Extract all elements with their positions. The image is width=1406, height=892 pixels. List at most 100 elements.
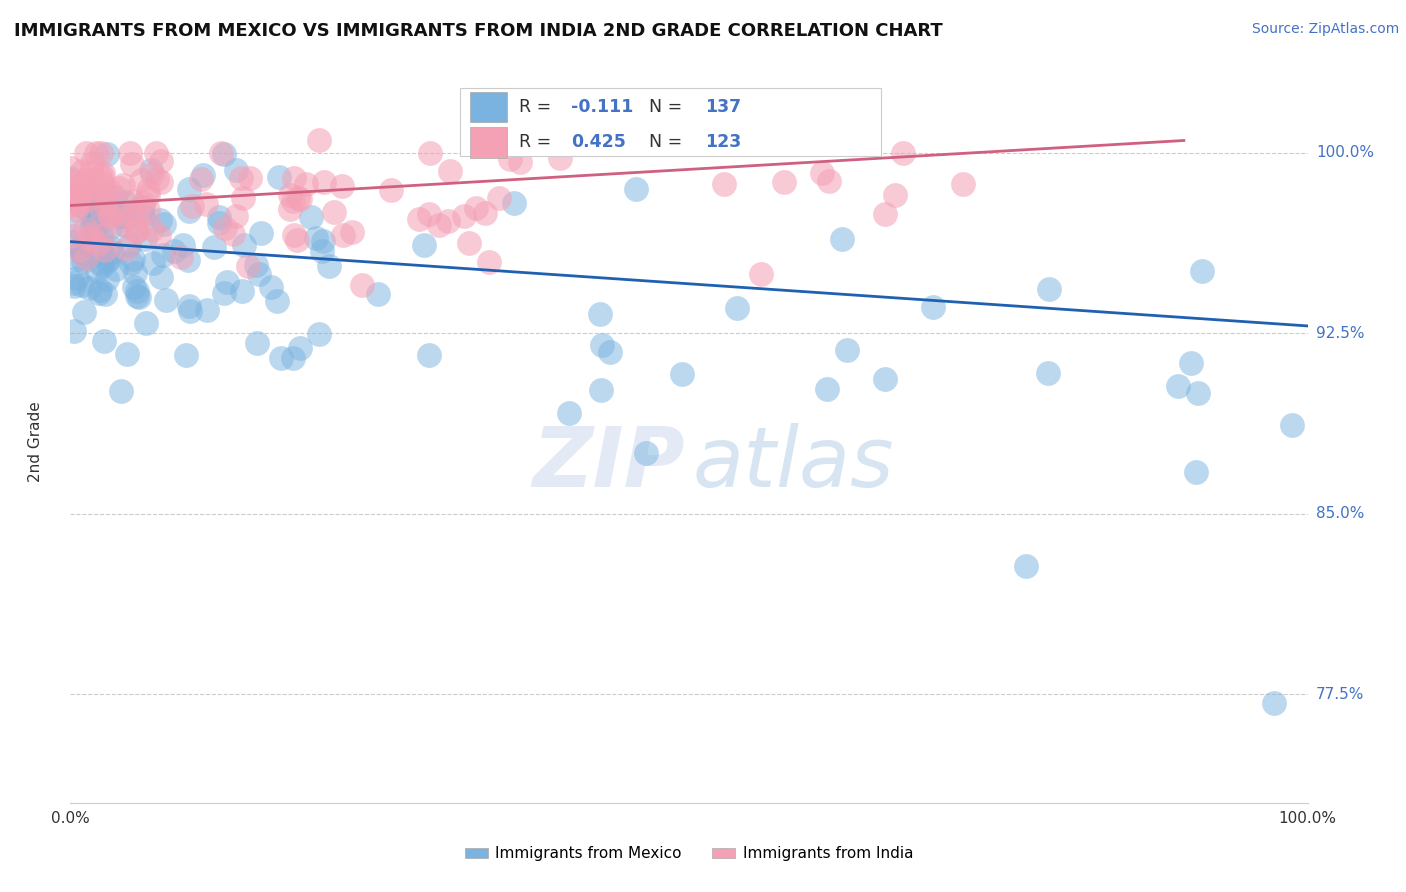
Point bbox=[90, 177, 112, 191]
Text: 2nd Grade: 2nd Grade bbox=[28, 401, 44, 482]
Point bbox=[474, 206, 496, 220]
Point bbox=[194, 197, 217, 211]
Point bbox=[98, 221, 121, 235]
Point bbox=[439, 164, 461, 178]
Point bbox=[312, 175, 335, 189]
Point bbox=[1187, 386, 1209, 401]
Text: atlas: atlas bbox=[693, 423, 894, 504]
Point bbox=[589, 307, 612, 321]
Point bbox=[63, 278, 86, 293]
Point bbox=[150, 153, 173, 168]
Point bbox=[478, 254, 501, 268]
Text: 92.5%: 92.5% bbox=[1316, 326, 1364, 341]
Point bbox=[110, 218, 132, 232]
Point bbox=[84, 145, 107, 160]
Point bbox=[80, 166, 103, 180]
Point bbox=[128, 290, 150, 304]
Point bbox=[90, 228, 112, 243]
Point bbox=[86, 220, 108, 235]
Point bbox=[247, 267, 270, 281]
Point bbox=[72, 304, 94, 318]
Point bbox=[76, 171, 98, 186]
Point bbox=[342, 225, 364, 239]
Point bbox=[225, 209, 247, 223]
Point bbox=[179, 303, 201, 318]
Point bbox=[142, 256, 165, 270]
Point bbox=[177, 181, 200, 195]
Point bbox=[155, 293, 177, 308]
Point bbox=[599, 344, 621, 359]
Point bbox=[66, 252, 89, 266]
Point bbox=[408, 211, 430, 226]
Point bbox=[121, 194, 143, 208]
Point bbox=[145, 145, 167, 160]
Point bbox=[418, 348, 440, 362]
Point bbox=[305, 231, 328, 245]
Point bbox=[76, 185, 98, 199]
Point bbox=[280, 202, 302, 216]
Point bbox=[67, 243, 90, 257]
Point bbox=[818, 174, 841, 188]
Point bbox=[773, 175, 796, 189]
Point bbox=[681, 133, 703, 147]
Point bbox=[214, 147, 236, 161]
Point bbox=[891, 145, 914, 160]
Point bbox=[129, 173, 152, 187]
Point bbox=[149, 175, 172, 189]
Point bbox=[75, 252, 97, 266]
Point bbox=[232, 192, 254, 206]
Point bbox=[749, 268, 772, 282]
Point bbox=[75, 186, 97, 201]
Point bbox=[1038, 282, 1060, 296]
Point bbox=[72, 175, 94, 189]
Point bbox=[239, 171, 262, 186]
Point bbox=[76, 194, 98, 208]
Point bbox=[127, 223, 149, 237]
FancyBboxPatch shape bbox=[460, 87, 880, 156]
Point bbox=[67, 196, 90, 211]
Point bbox=[202, 240, 225, 254]
Point bbox=[127, 289, 149, 303]
Point bbox=[245, 259, 267, 273]
Point bbox=[634, 445, 657, 459]
Point bbox=[141, 167, 163, 181]
Point bbox=[91, 169, 114, 184]
Point bbox=[283, 170, 305, 185]
Point bbox=[172, 238, 194, 252]
Point bbox=[82, 155, 104, 169]
Point bbox=[89, 202, 111, 217]
Point bbox=[225, 163, 247, 178]
Point bbox=[589, 383, 612, 397]
Point bbox=[134, 232, 156, 246]
Point bbox=[91, 259, 114, 273]
Point bbox=[148, 228, 170, 243]
Point bbox=[87, 286, 110, 301]
Point bbox=[873, 372, 896, 386]
Point bbox=[66, 271, 89, 285]
Point bbox=[285, 233, 308, 247]
Text: ZIP: ZIP bbox=[533, 423, 685, 504]
Point bbox=[624, 182, 647, 196]
Point bbox=[59, 174, 82, 188]
Point bbox=[311, 244, 333, 258]
Point bbox=[419, 145, 441, 160]
Text: 137: 137 bbox=[704, 98, 741, 116]
Point bbox=[127, 209, 149, 223]
Point bbox=[125, 223, 148, 237]
Point bbox=[332, 228, 354, 243]
Point bbox=[93, 202, 115, 217]
Point bbox=[67, 198, 90, 212]
Point bbox=[90, 229, 112, 244]
Point bbox=[330, 178, 353, 193]
Point bbox=[97, 208, 120, 222]
Point bbox=[114, 195, 136, 210]
Point bbox=[548, 151, 571, 165]
Text: IMMIGRANTS FROM MEXICO VS IMMIGRANTS FROM INDIA 2ND GRADE CORRELATION CHART: IMMIGRANTS FROM MEXICO VS IMMIGRANTS FRO… bbox=[14, 22, 943, 40]
Point bbox=[180, 199, 202, 213]
Text: 100.0%: 100.0% bbox=[1316, 145, 1374, 160]
Point bbox=[69, 186, 91, 201]
Point bbox=[122, 252, 145, 267]
Point bbox=[152, 248, 174, 262]
Point bbox=[62, 198, 84, 212]
Point bbox=[299, 210, 322, 224]
